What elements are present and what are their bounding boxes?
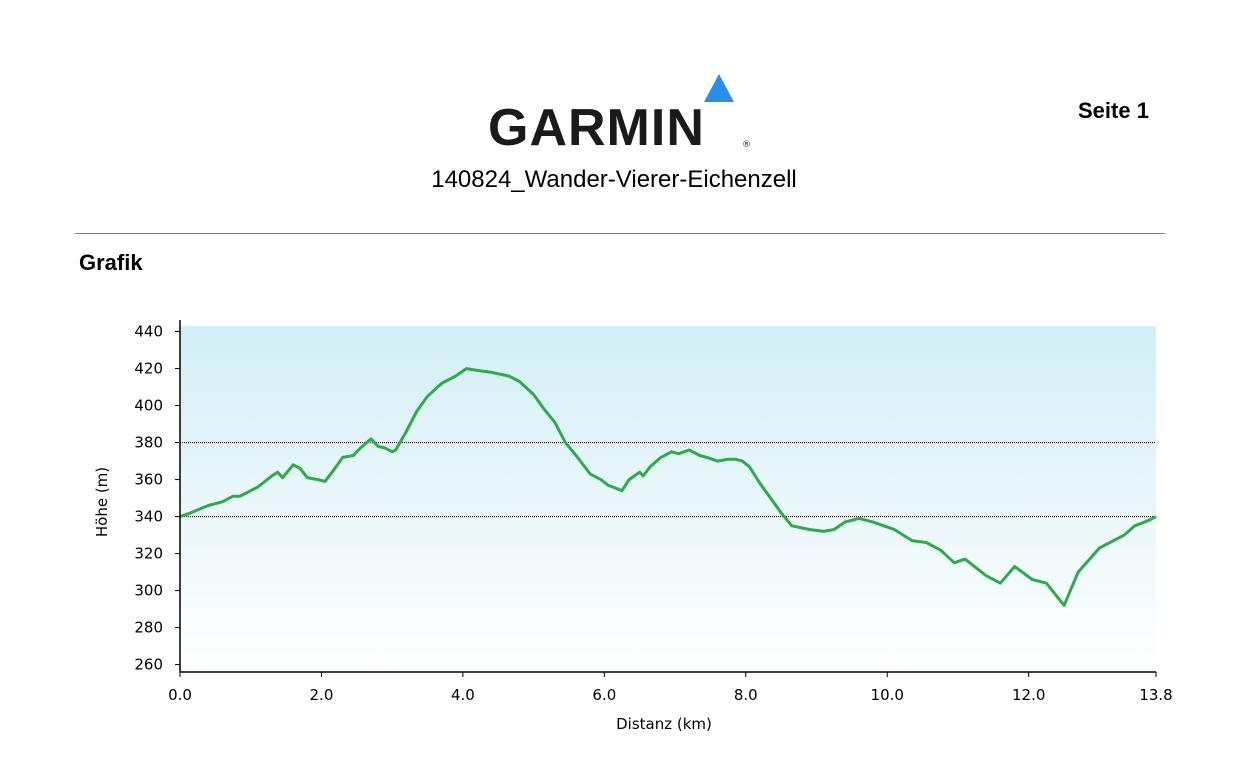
- y-tick-label: 420: [134, 360, 163, 378]
- elevation-series-line: [179, 367, 1157, 607]
- logo-wordmark: GARMIN: [488, 99, 705, 157]
- y-tick-label: 300: [134, 582, 163, 600]
- x-tick-label: 2.0: [310, 686, 334, 704]
- y-tick-label: 280: [134, 619, 163, 637]
- x-tick-label: 12.0: [1012, 686, 1045, 704]
- y-tick-label: 260: [134, 656, 163, 674]
- header-divider: [75, 233, 1165, 234]
- section-heading: Grafik: [79, 250, 143, 275]
- logo-triangle-icon: [704, 74, 734, 102]
- x-tick-label: 8.0: [734, 686, 758, 704]
- y-tick-label: 360: [134, 471, 163, 489]
- y-axis-label: Höhe (m): [93, 467, 111, 537]
- x-tick-label: 4.0: [451, 686, 475, 704]
- page-number: Seite 1: [1078, 98, 1149, 123]
- y-tick-label: 340: [134, 508, 163, 526]
- x-tick-label: 13.8: [1139, 686, 1172, 704]
- x-axis-label: Distanz (km): [616, 715, 712, 733]
- x-tick-label: 0.0: [168, 686, 192, 704]
- y-tick-label: 440: [134, 323, 163, 341]
- y-tick-label: 320: [134, 545, 163, 563]
- x-tick-label: 6.0: [592, 686, 616, 704]
- y-tick-label: 380: [134, 434, 163, 452]
- x-tick-label: 10.0: [871, 686, 904, 704]
- plot-background: [180, 326, 1156, 672]
- y-tick-label: 400: [134, 397, 163, 415]
- document-title: 140824_Wander-Vierer-Eichenzell: [431, 166, 797, 193]
- logo-registered-mark: ®: [742, 140, 751, 150]
- garmin-logo: GARMIN ®: [488, 72, 758, 154]
